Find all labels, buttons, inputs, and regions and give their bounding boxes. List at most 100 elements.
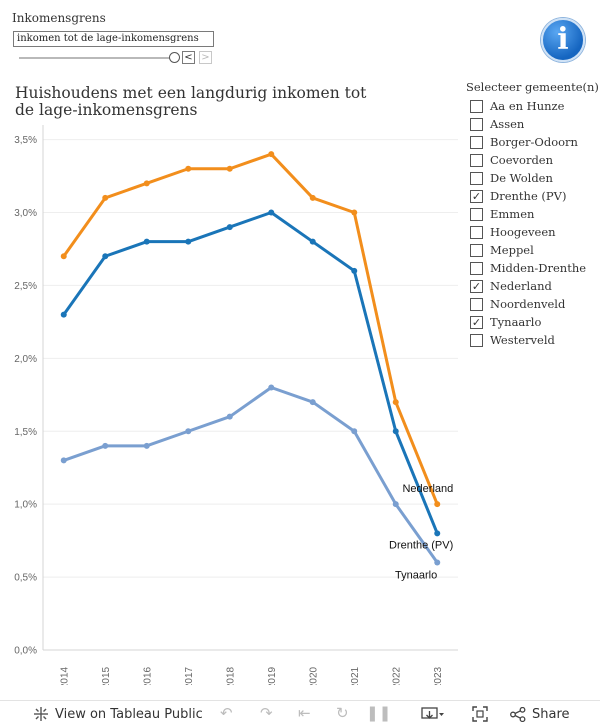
filter-slider-thumb[interactable] xyxy=(169,52,180,63)
data-point xyxy=(268,209,275,216)
municipality-option-label: Borger-Odoorn xyxy=(490,135,578,149)
line-chart: 0,0% 0,5% 1,0% 1,5% 2,0% 2,5% 3,0% 3,5% 2014 2015… xyxy=(14,125,458,685)
data-point xyxy=(102,253,109,260)
data-point xyxy=(434,501,441,508)
data-point xyxy=(434,530,441,537)
tableau-toolbar: View on Tableau Public ↶ ↷ ⇤ ↻ ❚❚ Share xyxy=(0,700,600,727)
municipality-option-label: Noordenveld xyxy=(490,297,566,311)
data-point xyxy=(309,238,316,245)
x-tick-label: 2023 xyxy=(433,666,444,685)
series-line xyxy=(62,211,439,534)
municipality-option[interactable]: ✓ Nederland xyxy=(470,277,586,295)
data-point xyxy=(226,165,233,172)
download-icon[interactable] xyxy=(421,707,445,722)
municipality-option[interactable]: Midden-Drenthe xyxy=(470,259,586,277)
checkbox-checked[interactable]: ✓ xyxy=(470,279,483,293)
y-tick-label: 2,5% xyxy=(14,281,37,292)
checkbox[interactable] xyxy=(470,207,483,221)
x-tick-label: 2016 xyxy=(142,666,153,685)
checkbox-checked[interactable]: ✓ xyxy=(470,189,483,203)
municipality-option[interactable]: Meppel xyxy=(470,241,586,259)
checkbox[interactable] xyxy=(470,333,483,347)
fullscreen-icon[interactable] xyxy=(472,706,488,722)
data-point xyxy=(185,238,192,245)
data-point xyxy=(143,442,150,449)
data-point xyxy=(143,238,150,245)
municipality-option-label: Westerveld xyxy=(490,333,555,347)
x-tick-label: 2022 xyxy=(391,666,402,685)
share-icon[interactable] xyxy=(510,707,526,722)
municipality-option[interactable]: ✓ Tynaarlo xyxy=(470,313,586,331)
data-point xyxy=(60,311,67,318)
municipality-option[interactable]: Westerveld xyxy=(470,331,586,349)
next-value-button[interactable]: > xyxy=(199,51,212,64)
previous-value-button[interactable]: < xyxy=(182,51,195,64)
municipality-option[interactable]: Emmen xyxy=(470,205,586,223)
municipality-option-label: Hoogeveen xyxy=(490,225,556,239)
municipality-option[interactable]: ✓ Drenthe (PV) xyxy=(470,187,586,205)
x-tick-label: 2020 xyxy=(308,666,319,685)
checkbox-checked[interactable]: ✓ xyxy=(470,315,483,329)
checkbox[interactable] xyxy=(470,225,483,239)
filter-slider-track[interactable] xyxy=(19,57,175,59)
data-point xyxy=(185,428,192,435)
municipality-option[interactable]: Assen xyxy=(470,115,586,133)
municipality-option-label: Tynaarlo xyxy=(490,315,542,329)
x-tick-label: 2021 xyxy=(350,666,361,685)
municipality-option[interactable]: Coevorden xyxy=(470,151,586,169)
checkbox[interactable] xyxy=(470,243,483,257)
data-point xyxy=(309,399,316,406)
y-tick-label: 0,5% xyxy=(14,573,37,584)
checkbox[interactable] xyxy=(470,171,483,185)
data-point xyxy=(226,224,233,231)
data-point xyxy=(351,267,358,274)
municipality-option-label: Coevorden xyxy=(490,153,554,167)
checkbox[interactable] xyxy=(470,117,483,131)
y-tick-label: 1,0% xyxy=(14,500,37,511)
income-threshold-select[interactable]: inkomen tot de lage-inkomensgrens xyxy=(13,31,214,47)
municipality-option-label: Meppel xyxy=(490,243,534,257)
x-tick-label: 2019 xyxy=(267,666,278,685)
y-tick-label: 3,0% xyxy=(14,208,37,219)
filter-label: Inkomensgrens xyxy=(12,11,106,25)
checkbox[interactable] xyxy=(470,99,483,113)
revert-icon[interactable]: ⇤ xyxy=(298,704,311,722)
x-tick-label: 2018 xyxy=(225,666,236,685)
y-tick-label: 1,5% xyxy=(14,427,37,438)
data-point xyxy=(102,442,109,449)
municipality-filter-list: Aa en Hunze Assen Borger-Odoorn Coevorden De… xyxy=(470,97,586,349)
chart-title: Huishoudens met een langdurig inkomen to… xyxy=(15,84,367,119)
municipality-option[interactable]: De Wolden xyxy=(470,169,586,187)
data-point xyxy=(351,428,358,435)
municipality-option[interactable]: Aa en Hunze xyxy=(470,97,586,115)
redo-icon[interactable]: ↷ xyxy=(260,704,273,722)
municipality-option[interactable]: Borger-Odoorn xyxy=(470,133,586,151)
municipality-option[interactable]: Hoogeveen xyxy=(470,223,586,241)
data-point xyxy=(60,457,67,464)
municipality-option-label: Aa en Hunze xyxy=(490,99,565,113)
x-tick-label: 2015 xyxy=(101,666,112,685)
view-on-tableau-public-link[interactable]: View on Tableau Public xyxy=(55,707,203,722)
y-tick-label: 3,5% xyxy=(14,135,37,146)
municipality-filter-title: Selecteer gemeente(n) xyxy=(466,80,599,94)
data-point xyxy=(102,194,109,201)
info-icon[interactable]: i xyxy=(541,18,585,62)
series-line xyxy=(63,386,439,564)
undo-icon[interactable]: ↶ xyxy=(220,704,233,722)
checkbox[interactable] xyxy=(470,297,483,311)
checkbox[interactable] xyxy=(470,153,483,167)
municipality-option-label: De Wolden xyxy=(490,171,553,185)
data-point xyxy=(392,428,399,435)
refresh-icon[interactable]: ↻ xyxy=(336,704,349,722)
pause-icon[interactable]: ❚❚ xyxy=(366,704,392,722)
data-point xyxy=(392,501,399,508)
y-tick-label: 2,0% xyxy=(14,354,37,365)
data-point xyxy=(351,209,358,216)
checkbox[interactable] xyxy=(470,261,483,275)
share-button[interactable]: Share xyxy=(532,707,570,722)
data-point xyxy=(143,180,150,187)
municipality-option[interactable]: Noordenveld xyxy=(470,295,586,313)
checkbox[interactable] xyxy=(470,135,483,149)
data-point xyxy=(185,165,192,172)
municipality-option-label: Assen xyxy=(490,117,525,131)
